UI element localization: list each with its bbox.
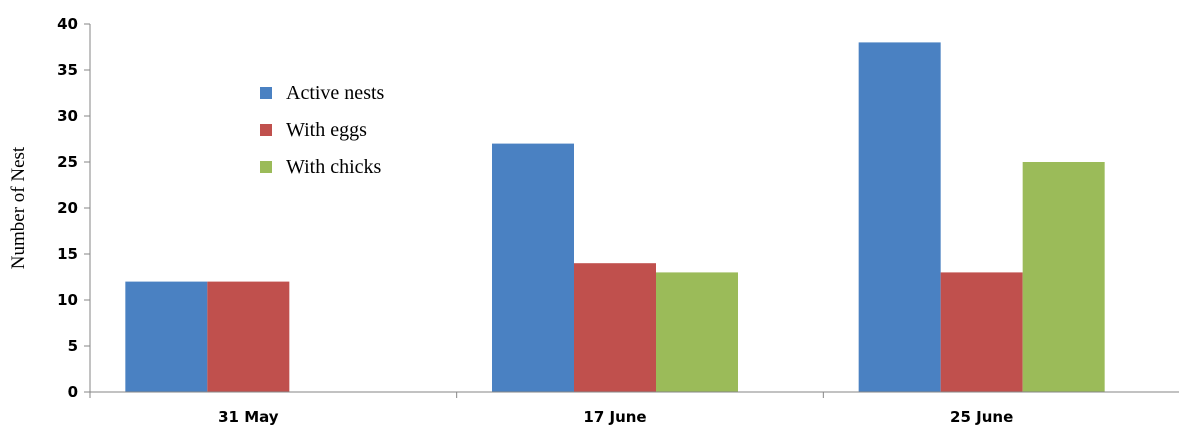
y-tick-label: 0	[68, 383, 78, 401]
y-tick-label: 10	[57, 291, 78, 309]
bar-with-eggs	[207, 281, 290, 392]
x-axis: 31 May 17 June 25 June	[89, 391, 1179, 426]
legend-label: With chicks	[286, 156, 382, 178]
bar-active-nests	[492, 143, 574, 392]
legend-swatch	[260, 161, 272, 173]
y-tick-label: 25	[57, 153, 78, 171]
y-tick-label: 20	[57, 199, 78, 217]
y-tick-label: 30	[57, 107, 78, 125]
y-axis-title: Number of Nest	[8, 146, 29, 269]
y-tick-label: 5	[68, 337, 78, 355]
bar-with-eggs	[574, 263, 656, 392]
x-category-label: 17 June	[583, 408, 646, 426]
y-tick-label: 40	[57, 15, 78, 33]
x-category-label: 31 May	[218, 408, 279, 426]
y-axis: 0 5 10 15 20 25 30 35 40	[57, 15, 91, 401]
legend-swatch	[260, 124, 272, 136]
bar-with-chicks	[656, 272, 738, 392]
legend-swatch	[260, 87, 272, 99]
legend-label: With eggs	[286, 119, 367, 141]
legend: Active nests With eggs With chicks	[260, 82, 385, 178]
bars-group	[125, 42, 1105, 393]
bar-active-nests	[125, 281, 208, 392]
bar-with-chicks	[1022, 162, 1105, 392]
bar-with-eggs	[940, 272, 1023, 392]
legend-label: Active nests	[286, 82, 385, 104]
x-category-label: 25 June	[950, 408, 1013, 426]
bar-active-nests	[858, 42, 941, 393]
y-tick-label: 35	[57, 61, 78, 79]
y-tick-label: 15	[57, 245, 78, 263]
